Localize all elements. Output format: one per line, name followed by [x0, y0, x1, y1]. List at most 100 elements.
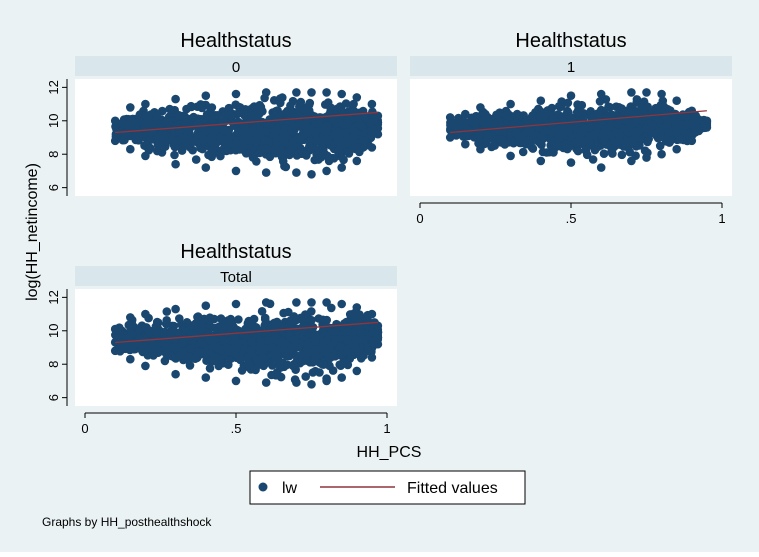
scatter-point: [207, 135, 216, 144]
scatter-point: [207, 145, 216, 155]
scatter-point: [237, 366, 247, 375]
scatter-point: [322, 127, 331, 137]
scatter-point: [110, 116, 120, 126]
scatter-point: [289, 122, 298, 131]
scatter-point: [349, 99, 358, 109]
y-tick-label: 8: [46, 361, 61, 368]
scatter-point: [625, 106, 634, 116]
scatter-point: [179, 112, 189, 122]
scatter-point: [209, 335, 219, 344]
scatter-point: [315, 368, 324, 377]
scatter-point: [478, 116, 488, 126]
scatter-point: [191, 155, 201, 164]
scatter-point: [476, 144, 485, 154]
scatter-point: [538, 132, 548, 141]
scatter-point: [521, 118, 531, 127]
scatter-point: [677, 112, 687, 121]
scatter-point: [261, 378, 271, 387]
scatter-point: [373, 111, 383, 121]
scatter-point: [161, 131, 170, 140]
legend-label-fitted: Fitted values: [407, 480, 498, 497]
panel-title: Healthstatus: [515, 30, 626, 52]
scatter-point: [270, 111, 280, 121]
scatter-point: [148, 348, 158, 358]
scatter-point: [198, 347, 208, 357]
scatter-point: [225, 317, 235, 327]
scatter-point: [126, 103, 135, 112]
scatter-point: [591, 123, 601, 133]
scatter-point: [302, 356, 312, 366]
scatter-point: [183, 126, 192, 135]
scatter-point: [451, 121, 461, 131]
scatter-point: [300, 129, 310, 138]
scatter-point: [199, 326, 208, 336]
scatter-point: [627, 88, 636, 97]
scatter-point: [138, 323, 147, 332]
scatter-point: [196, 338, 206, 348]
scatter-point: [207, 357, 217, 366]
panel-Total: Healthstatus Total 6 8 10 12 0 .5 1: [46, 241, 397, 436]
scatter-point: [460, 117, 470, 127]
scatter-point: [181, 137, 191, 146]
scatter-point: [263, 336, 273, 345]
graph-note: Graphs by HH_posthealthshock: [42, 515, 212, 529]
scatter-point: [330, 351, 340, 361]
scatter-point: [622, 114, 631, 124]
scatter-point: [331, 327, 340, 336]
panel-strip-label: 0: [232, 59, 240, 76]
scatter-point: [141, 151, 150, 161]
scatter-point: [566, 91, 576, 100]
scatter-point: [213, 111, 222, 120]
scatter-point: [336, 342, 346, 352]
scatter-point: [608, 143, 618, 153]
scatter-point: [624, 122, 634, 132]
scatter-point: [289, 335, 299, 345]
scatter-point: [235, 145, 244, 154]
scatter-point: [231, 299, 241, 309]
scatter-point: [373, 339, 383, 349]
scatter-points: [110, 298, 383, 389]
scatter-point: [573, 146, 583, 156]
scatter-point: [577, 127, 587, 137]
y-tick-label: 10: [46, 114, 61, 128]
scatter-point: [320, 149, 330, 159]
scatter-point: [647, 120, 657, 130]
scatter-point: [271, 371, 281, 380]
scatter-point: [294, 149, 303, 159]
scatter-points: [110, 88, 383, 179]
scatter-point: [300, 105, 310, 115]
scatter-point: [307, 88, 316, 97]
y-tick-label: 10: [46, 324, 61, 338]
scatter-point: [582, 150, 592, 160]
scatter-point: [355, 120, 365, 130]
scatter-point: [506, 151, 515, 161]
scatter-point: [507, 137, 516, 146]
scatter-point: [373, 333, 383, 343]
scatter-point: [262, 144, 271, 153]
scatter-point: [197, 131, 207, 140]
scatter-point: [292, 378, 301, 387]
scatter-point: [339, 155, 348, 165]
scatter-point: [311, 349, 320, 359]
scatter-point: [219, 126, 229, 135]
legend-label-lw: lw: [282, 480, 298, 497]
scatter-point: [201, 91, 211, 100]
x-tick-label: 0: [416, 211, 423, 226]
scatter-point: [334, 145, 344, 154]
scatter-point: [186, 343, 195, 353]
scatter-point: [322, 88, 331, 97]
fitted-line: [115, 111, 378, 134]
scatter-point: [219, 322, 228, 332]
scatter-point: [211, 342, 221, 352]
scatter-point: [557, 124, 566, 134]
scatter-point: [311, 336, 321, 346]
scatter-point: [190, 354, 200, 364]
scatter-point: [314, 314, 324, 323]
scatter-point: [214, 361, 223, 371]
scatter-point: [165, 104, 174, 114]
scatter-point: [233, 127, 243, 137]
panel-strip: [410, 56, 732, 76]
scatter-point: [655, 141, 665, 151]
scatter-point: [322, 376, 331, 386]
